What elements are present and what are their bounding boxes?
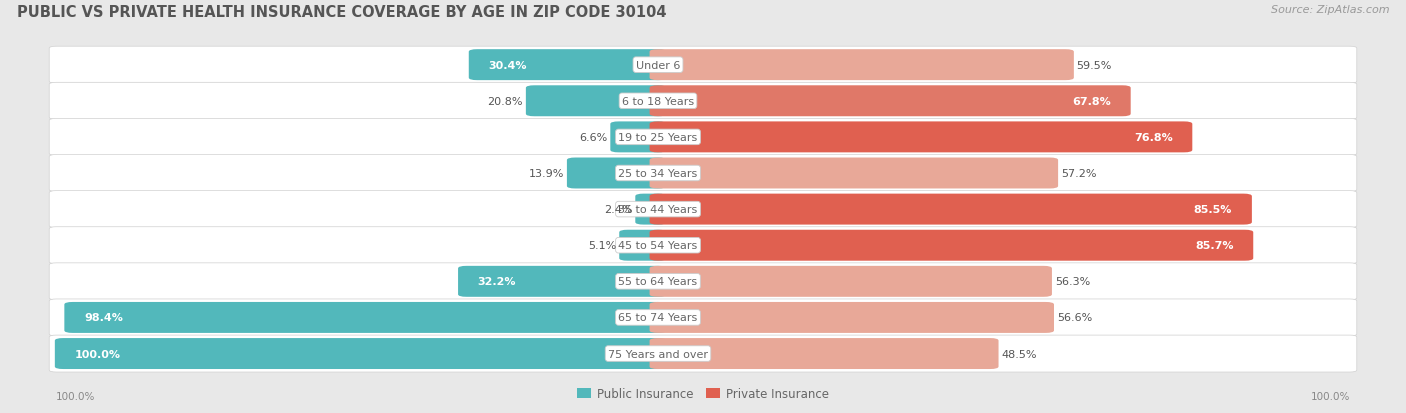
FancyBboxPatch shape — [567, 158, 666, 189]
FancyBboxPatch shape — [49, 263, 1357, 300]
Text: 6 to 18 Years: 6 to 18 Years — [621, 97, 695, 107]
Text: 30.4%: 30.4% — [488, 61, 527, 71]
FancyBboxPatch shape — [65, 302, 666, 333]
Text: 2.4%: 2.4% — [605, 204, 633, 215]
Text: 67.8%: 67.8% — [1073, 97, 1111, 107]
Text: 19 to 25 Years: 19 to 25 Years — [619, 133, 697, 142]
FancyBboxPatch shape — [49, 83, 1357, 120]
Text: 20.8%: 20.8% — [488, 97, 523, 107]
Text: 85.7%: 85.7% — [1195, 241, 1233, 251]
FancyBboxPatch shape — [526, 86, 666, 117]
FancyBboxPatch shape — [49, 191, 1357, 228]
Text: 59.5%: 59.5% — [1077, 61, 1112, 71]
FancyBboxPatch shape — [49, 119, 1357, 156]
Text: Under 6: Under 6 — [636, 61, 681, 71]
Text: 100.0%: 100.0% — [1310, 392, 1350, 401]
FancyBboxPatch shape — [650, 194, 1251, 225]
FancyBboxPatch shape — [610, 122, 666, 153]
FancyBboxPatch shape — [650, 338, 998, 369]
FancyBboxPatch shape — [650, 266, 1052, 297]
Legend: Public Insurance, Private Insurance: Public Insurance, Private Insurance — [572, 383, 834, 405]
Text: 13.9%: 13.9% — [529, 169, 564, 178]
Text: 35 to 44 Years: 35 to 44 Years — [619, 204, 697, 215]
FancyBboxPatch shape — [49, 227, 1357, 264]
Text: 56.3%: 56.3% — [1054, 277, 1090, 287]
Text: 56.6%: 56.6% — [1057, 313, 1092, 323]
Text: 100.0%: 100.0% — [75, 349, 121, 358]
FancyBboxPatch shape — [650, 50, 1074, 81]
Text: 85.5%: 85.5% — [1194, 204, 1232, 215]
FancyBboxPatch shape — [55, 338, 666, 369]
Text: 48.5%: 48.5% — [1001, 349, 1036, 358]
Text: PUBLIC VS PRIVATE HEALTH INSURANCE COVERAGE BY AGE IN ZIP CODE 30104: PUBLIC VS PRIVATE HEALTH INSURANCE COVER… — [17, 5, 666, 20]
Text: 57.2%: 57.2% — [1062, 169, 1097, 178]
FancyBboxPatch shape — [49, 47, 1357, 84]
Text: 25 to 34 Years: 25 to 34 Years — [619, 169, 697, 178]
FancyBboxPatch shape — [458, 266, 666, 297]
Text: 55 to 64 Years: 55 to 64 Years — [619, 277, 697, 287]
FancyBboxPatch shape — [619, 230, 666, 261]
FancyBboxPatch shape — [650, 302, 1054, 333]
Text: 98.4%: 98.4% — [84, 313, 122, 323]
FancyBboxPatch shape — [49, 335, 1357, 372]
Text: 45 to 54 Years: 45 to 54 Years — [619, 241, 697, 251]
Text: 5.1%: 5.1% — [588, 241, 616, 251]
Text: 75 Years and over: 75 Years and over — [607, 349, 709, 358]
FancyBboxPatch shape — [650, 230, 1253, 261]
Text: 32.2%: 32.2% — [478, 277, 516, 287]
FancyBboxPatch shape — [49, 299, 1357, 336]
FancyBboxPatch shape — [650, 86, 1130, 117]
Text: 6.6%: 6.6% — [579, 133, 607, 142]
FancyBboxPatch shape — [468, 50, 666, 81]
Text: Source: ZipAtlas.com: Source: ZipAtlas.com — [1271, 5, 1389, 15]
Text: 65 to 74 Years: 65 to 74 Years — [619, 313, 697, 323]
FancyBboxPatch shape — [636, 194, 666, 225]
Text: 100.0%: 100.0% — [56, 392, 96, 401]
FancyBboxPatch shape — [650, 122, 1192, 153]
FancyBboxPatch shape — [49, 155, 1357, 192]
FancyBboxPatch shape — [650, 158, 1059, 189]
Text: 76.8%: 76.8% — [1133, 133, 1173, 142]
